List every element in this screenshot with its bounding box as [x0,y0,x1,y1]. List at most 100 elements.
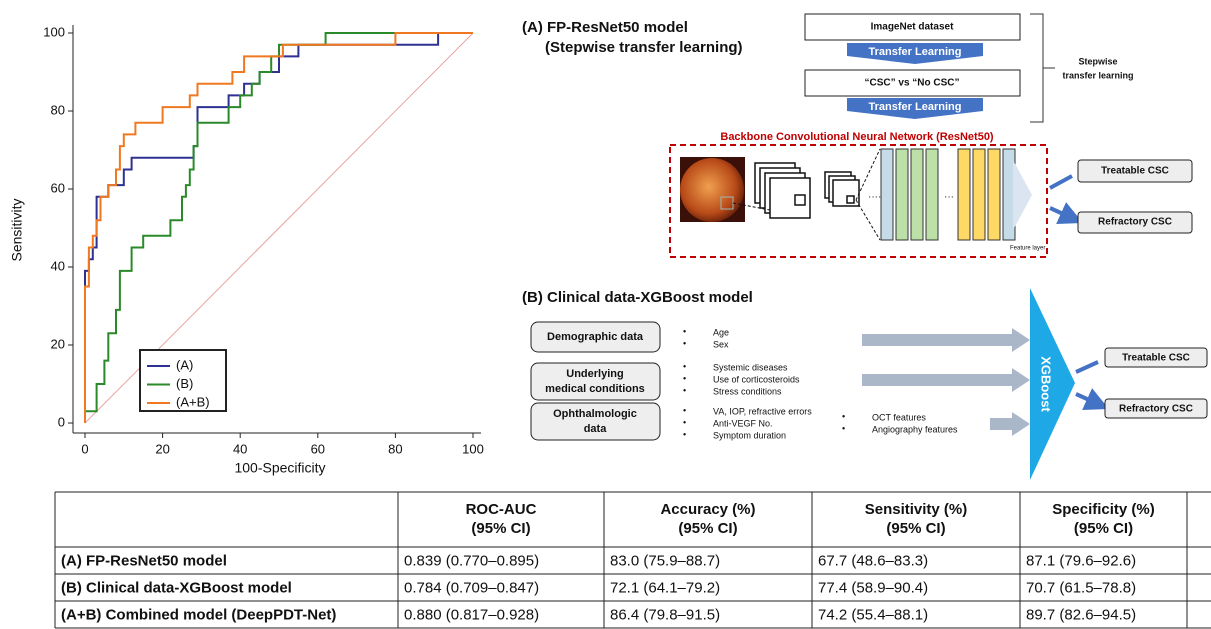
fc-triangle [1013,160,1032,230]
output-arrow [1075,360,1098,404]
row-label: (B) Clinical data-XGBoost model [61,579,292,596]
backbone-title: Backbone Convolutional Neural Network (R… [720,131,994,143]
conv-link [732,148,881,241]
column-header: (95% CI) [678,520,737,537]
item: Symptom duration [713,430,786,440]
item: VA, IOP, refractive errors [713,406,812,416]
output-label: Refractory CSC [1098,217,1172,228]
group-label: medical conditions [545,383,645,395]
conv-blocks [754,162,860,219]
column-header: (95% CI) [1074,520,1133,537]
svg-text:•: • [683,405,686,415]
table-cell: 0.880 (0.817–0.928) [404,606,539,623]
table-cell: 0.839 (0.770–0.895) [404,552,539,569]
roc-curve [84,32,473,423]
panel-subtitle: (Stepwise transfer learning) [545,39,743,56]
table-cell: 89.7 (82.6–94.5) [1026,606,1136,623]
step-box [804,69,1021,97]
svg-text:•: • [683,373,686,383]
svg-text:•: • [683,385,686,395]
y-tick-label: 100 [43,24,65,39]
item: Use of corticosteroids [713,374,800,384]
group-label: data [584,423,608,435]
table-cell: 67.7 (48.6–83.3) [818,552,928,569]
item: Age [713,327,729,337]
table: ROC-AUC (95% CI) Accuracy (%) (95% CI) Sensi… [54,491,1211,629]
group-label: Underlying [566,368,623,380]
output-label: Treatable CSC [1122,353,1190,364]
x-tick-label: 0 [81,441,88,456]
input-arrows [862,328,1030,436]
output-box [1104,347,1208,368]
table-cell: 87.1 (79.6–92.6) [1026,552,1136,569]
model-label: XGBoost [1039,356,1054,412]
group-label: Ophthalmologic [553,408,637,420]
svg-text:•: • [683,429,686,439]
item: Systemic diseases [713,362,788,372]
group-label: Demographic data [547,331,644,343]
transfer-label: Transfer Learning [869,46,962,58]
svg-text:•: • [683,326,686,336]
backbone-box [669,144,1048,258]
y-axis-label: Sensitivity [9,198,25,261]
table-cell: 83.0 (75.9–88.7) [610,552,720,569]
table-cell: 77.4 (58.9–90.4) [818,579,928,596]
bracket-label: Stepwise [1078,56,1117,66]
table-cell: 74.2 (55.4–88.1) [818,606,928,623]
output-label: Treatable CSC [1101,166,1169,177]
table-cell: 86.4 (79.8–91.5) [610,606,720,623]
panel-title: (B) Clinical data-XGBoost model [522,289,753,306]
y-tick-label: 80 [51,102,65,117]
y-tick-label: 20 [51,336,65,351]
table-cell: 72.1 (64.1–79.2) [610,579,720,596]
svg-text:•: • [683,338,686,348]
output-box [1077,159,1193,183]
group-box [530,362,661,401]
item: Sex [713,339,729,349]
bracket-label: transfer learning [1062,70,1133,80]
column-header: Accuracy (%) [660,501,755,518]
column-header: Specificity (%) [1052,501,1155,518]
roc-curve [84,32,473,423]
x-tick-label: 100 [462,441,484,456]
table-cell: 0.784 (0.709–0.847) [404,579,539,596]
feature-layer-label: Feature layer [1010,246,1045,252]
output-label: Refractory CSC [1119,404,1193,415]
column-header: (95% CI) [886,520,945,537]
step-box [804,13,1021,41]
row-label: (A) FP-ResNet50 model [61,552,227,569]
transfer-arrow [847,98,983,119]
x-tick-label: 40 [233,441,247,456]
y-tick-label: 0 [58,414,65,429]
group-box [530,321,661,353]
fundus [680,158,744,222]
column-header: (95% CI) [471,520,530,537]
item: OCT features [872,412,926,422]
x-axis-label: 100-Specificity [234,460,325,476]
legend-box [139,349,227,412]
y-tick-label: 60 [51,180,65,195]
x-tick-label: 60 [311,441,325,456]
row-label: (A+B) Combined model (DeepPDT-Net) [61,606,336,623]
transfer-arrow [847,43,983,64]
ellipsis: ··· [944,192,954,203]
svg-text:•: • [842,423,845,433]
item: Anti-VEGF No. [713,418,773,428]
output-arrow [1049,174,1072,218]
items: • • Age Sex • • • Systemic diseases Use of … [683,326,958,440]
group-box [530,402,661,441]
column-header: ROC-AUC [466,501,537,518]
feature-bars [880,148,1016,241]
output-box [1104,398,1208,419]
y-tick-label: 40 [51,258,65,273]
svg-text:•: • [842,411,845,421]
svg-text:•: • [683,417,686,427]
item: Stress conditions [713,386,782,396]
panel-title: (A) FP-ResNet50 model [522,19,688,36]
legend-label: (A) [176,357,193,372]
model-shape [1030,288,1075,480]
item: Angiography features [872,424,958,434]
column-header: Sensitivity (%) [865,501,968,518]
transfer-label: Transfer Learning [869,101,962,113]
